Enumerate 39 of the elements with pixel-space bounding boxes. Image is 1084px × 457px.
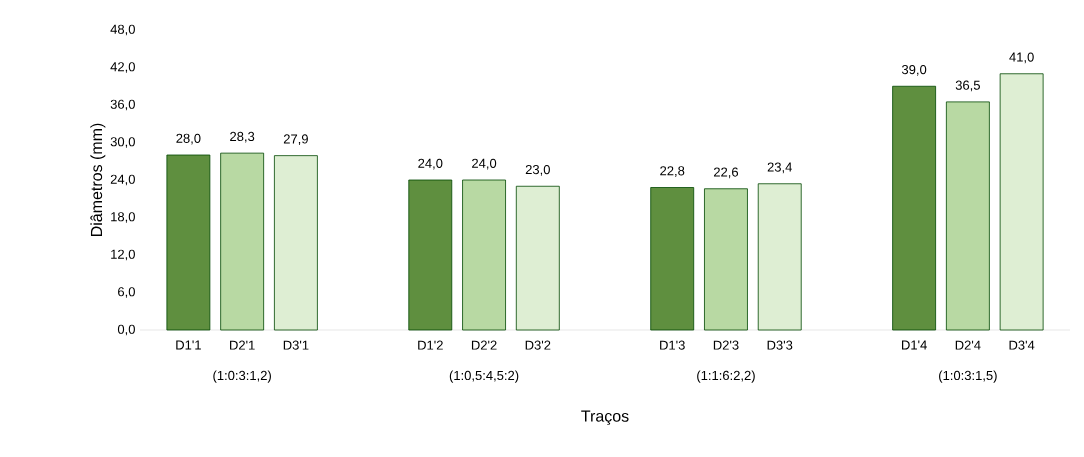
x-tick-label: D1'4 — [902, 340, 927, 350]
x-tick-label: D3'4 — [1009, 340, 1035, 350]
y-tick-label: 6,0 — [118, 287, 135, 298]
data-label: 23,4 — [767, 162, 792, 174]
y-tick-label: 36,0 — [110, 99, 135, 111]
text: (1:0:3:1,5) — [939, 370, 997, 383]
y-tick-label: 48,0 — [110, 24, 135, 36]
x-tick-label: D2'2 — [471, 340, 497, 350]
x-tick-label: D1'1 — [176, 340, 201, 350]
text: (1:0,5:4,5:2) — [449, 370, 519, 383]
data-label: 36,5 — [955, 80, 980, 92]
data-label: 23,0 — [525, 164, 550, 176]
x-tick-label: D3'1 — [283, 340, 309, 350]
x-tick-label: D3'3 — [767, 340, 793, 350]
y-tick-label: 30,0 — [110, 137, 135, 148]
y-axis-title: Diâmetros (mm) — [90, 123, 106, 237]
x-tick-label: D3'2 — [525, 340, 551, 350]
data-label: 28,3 — [230, 131, 255, 143]
data-label: 28,0 — [176, 133, 201, 145]
y-tick-label: 42,0 — [110, 62, 135, 73]
data-label: 41,0 — [1009, 52, 1034, 64]
x-axis-title: Traços — [581, 410, 629, 425]
y-tick-label: 24,0 — [110, 174, 135, 186]
x-tick-label: D1'3 — [660, 340, 685, 350]
y-tick-label: 18,0 — [111, 212, 135, 223]
data-label: 22,8 — [660, 166, 685, 177]
data-label: 24,0 — [418, 158, 443, 170]
x-tick-label: D2'1 — [230, 340, 255, 350]
x-tick-label: D2'4 — [955, 340, 981, 350]
y-tick-label: 12,0 — [111, 249, 135, 261]
data-label: 39,0 — [901, 64, 927, 76]
x-tick-label: D1'2 — [418, 340, 443, 350]
text: (1:0:3:1,2) — [213, 370, 271, 383]
text: (1:1:6:2,2) — [697, 370, 755, 383]
data-label: 22,6 — [713, 167, 739, 179]
x-tick-label: D2'3 — [713, 340, 739, 350]
y-tick-label: 0,0 — [117, 324, 135, 336]
data-label: 27,9 — [283, 134, 308, 146]
data-label: 24,0 — [472, 158, 497, 170]
